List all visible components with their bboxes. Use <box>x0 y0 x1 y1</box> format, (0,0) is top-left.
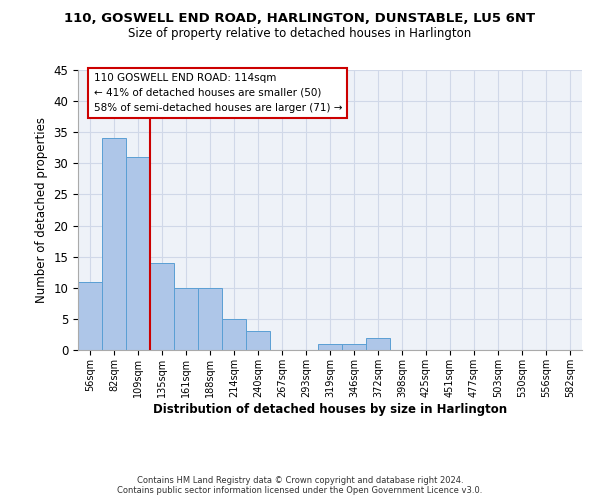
Bar <box>366 338 390 350</box>
Text: Distribution of detached houses by size in Harlington: Distribution of detached houses by size … <box>153 402 507 415</box>
Bar <box>222 319 246 350</box>
Bar <box>126 157 150 350</box>
Bar <box>246 332 270 350</box>
Bar <box>342 344 366 350</box>
Text: Contains HM Land Registry data © Crown copyright and database right 2024.
Contai: Contains HM Land Registry data © Crown c… <box>118 476 482 495</box>
Bar <box>198 288 222 350</box>
Text: 110, GOSWELL END ROAD, HARLINGTON, DUNSTABLE, LU5 6NT: 110, GOSWELL END ROAD, HARLINGTON, DUNST… <box>64 12 536 26</box>
Text: 110 GOSWELL END ROAD: 114sqm
← 41% of detached houses are smaller (50)
58% of se: 110 GOSWELL END ROAD: 114sqm ← 41% of de… <box>94 73 342 112</box>
Text: Size of property relative to detached houses in Harlington: Size of property relative to detached ho… <box>128 28 472 40</box>
Bar <box>150 263 174 350</box>
Bar <box>78 282 102 350</box>
Bar <box>102 138 126 350</box>
Y-axis label: Number of detached properties: Number of detached properties <box>35 117 48 303</box>
Bar <box>174 288 198 350</box>
Bar <box>318 344 342 350</box>
